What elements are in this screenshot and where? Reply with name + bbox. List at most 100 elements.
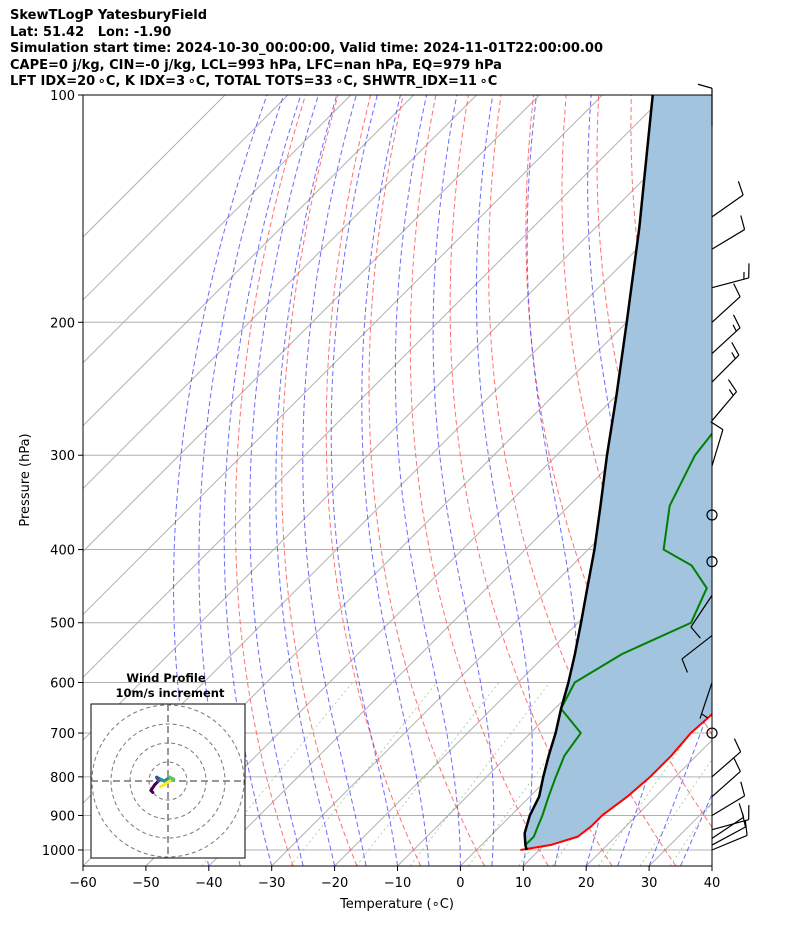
isotherm-gridline — [83, 95, 352, 364]
dry-adiabat-line — [235, 95, 306, 866]
dry-adiabat-line — [762, 95, 794, 866]
mixing-ratio-line — [410, 682, 551, 866]
moist-adiabat-line — [223, 95, 302, 866]
y-tick-label: 700 — [50, 727, 75, 742]
moist-adiabat-line — [361, 95, 430, 866]
wind-barb-staff — [711, 834, 748, 851]
moist-adiabat-line — [330, 95, 398, 866]
wind-barb-flag — [733, 758, 741, 772]
moist-adiabat-line — [526, 95, 579, 866]
wind-barb-flag — [710, 421, 724, 431]
dry-adiabat-line — [281, 95, 358, 866]
wind-barb-staff — [711, 277, 749, 289]
wind-barb-staff — [711, 296, 741, 323]
moist-adiabat-line — [711, 864, 712, 866]
wind-barb-staff — [711, 819, 749, 831]
mixing-ratio-line — [639, 758, 712, 866]
wind-barb-half-flag — [732, 324, 737, 332]
hodograph-ring — [110, 723, 226, 839]
hodograph-ring — [91, 704, 245, 858]
wind-barb-staff — [711, 327, 741, 354]
wind-barb — [711, 379, 738, 422]
x-tick-label: −40 — [195, 876, 222, 891]
wind-barb — [711, 342, 740, 383]
wind-barb — [711, 758, 741, 798]
isotherm-gridline — [83, 95, 540, 553]
y-tick-label: 200 — [50, 316, 75, 331]
y-tick-label: 900 — [50, 809, 75, 824]
cape-shaded-area — [520, 95, 712, 851]
x-axis-ticks: −60 −50 −40 −30 −20 −10 0 10 20 30 40 — [69, 866, 720, 891]
wind-barb-half-flag — [731, 352, 736, 360]
temperature-line — [520, 712, 712, 851]
wind-barb — [711, 181, 744, 218]
dry-adiabat-line — [525, 95, 712, 829]
hodograph-inset: Wind Profile 10m/s increment — [90, 671, 246, 859]
dry-adiabat-line — [729, 95, 794, 866]
isotherm-gridline — [334, 487, 712, 866]
moist-adiabats — [173, 95, 712, 866]
y-tick-label: 400 — [50, 544, 75, 559]
isotherm-gridline — [83, 110, 712, 741]
y-tick-label: 100 — [50, 89, 75, 104]
wind-barb-staff — [711, 429, 724, 467]
isotherm-gridline — [145, 299, 712, 866]
x-tick-label: −10 — [384, 876, 411, 891]
isotherm-gridline — [83, 95, 603, 616]
wind-barb-staff — [699, 682, 713, 719]
wind-barb — [711, 781, 746, 816]
time-line: Simulation start time: 2024-10-30_00:00:… — [10, 41, 603, 56]
moist-adiabat-line — [617, 95, 700, 866]
hodograph-plot — [91, 704, 245, 858]
wind-barb-staff — [711, 816, 744, 839]
x-tick-label: 40 — [704, 876, 721, 891]
x-tick-label: −30 — [258, 876, 285, 891]
wind-barb — [699, 682, 713, 719]
wind-barb-flag — [731, 342, 740, 356]
dry-adiabat-line — [449, 95, 613, 866]
wind-barb-flag — [733, 738, 742, 753]
isotherm-gridline — [83, 95, 666, 679]
moist-adiabat-line — [475, 95, 533, 866]
hodograph-subtitle: 10m/s increment — [116, 686, 225, 700]
wind-barb-staff — [711, 194, 744, 218]
wind-barb-staff — [711, 229, 745, 250]
isotherm-gridline — [711, 865, 712, 866]
dry-adiabat-line — [325, 95, 422, 866]
x-tick-label: −20 — [321, 876, 348, 891]
wind-barb — [711, 314, 741, 354]
hodograph-trace-segment — [158, 783, 166, 789]
wind-barb-flag — [690, 626, 701, 639]
wind-barb-staff — [681, 635, 713, 660]
dry-adiabat-line — [368, 95, 485, 866]
x-tick-label: −50 — [132, 876, 159, 891]
wind-barb-half-flag — [728, 389, 734, 396]
index-line: LFT IDX=20 ∘C, K IDX=3 ∘C, TOTAL TOTS=33… — [10, 74, 498, 89]
y-tick-label: 500 — [50, 617, 75, 632]
x-tick-label: 30 — [641, 876, 658, 891]
dewpoint-line — [524, 432, 712, 846]
wind-barb-flag — [744, 820, 748, 836]
wind-barb — [711, 803, 745, 839]
dry-adiabat-line — [488, 95, 677, 866]
wind-barb-staff — [711, 771, 741, 798]
parcel-path-line — [523, 95, 654, 851]
moist-adiabat-line — [198, 95, 285, 866]
wind-barb-staff — [711, 795, 745, 816]
wind-barb-staff — [690, 595, 713, 628]
mixing-ratio-line — [290, 682, 438, 866]
y-axis-ticks: 1000 900 800 700 600 500 400 300 200 100 — [42, 89, 83, 859]
wind-barb — [711, 263, 750, 289]
wind-barb-flag — [738, 803, 745, 818]
hodograph-ring — [129, 742, 207, 820]
profile-lines — [520, 95, 712, 851]
location-line: Lat: 51.42 Lon: -1.90 — [10, 24, 172, 40]
y-axis-label: Pressure (hPa) — [18, 433, 33, 526]
wind-barb — [711, 805, 750, 831]
dry-adiabat-line — [409, 95, 549, 866]
cape-line: CAPE=0 j/kg, CIN=-0 j/kg, LCL=993 hPa, L… — [10, 57, 502, 73]
isotherm-gridline — [83, 95, 477, 490]
wind-barb-flag — [733, 283, 741, 297]
cape-shading — [520, 95, 712, 851]
wind-barb-flag — [681, 658, 688, 673]
